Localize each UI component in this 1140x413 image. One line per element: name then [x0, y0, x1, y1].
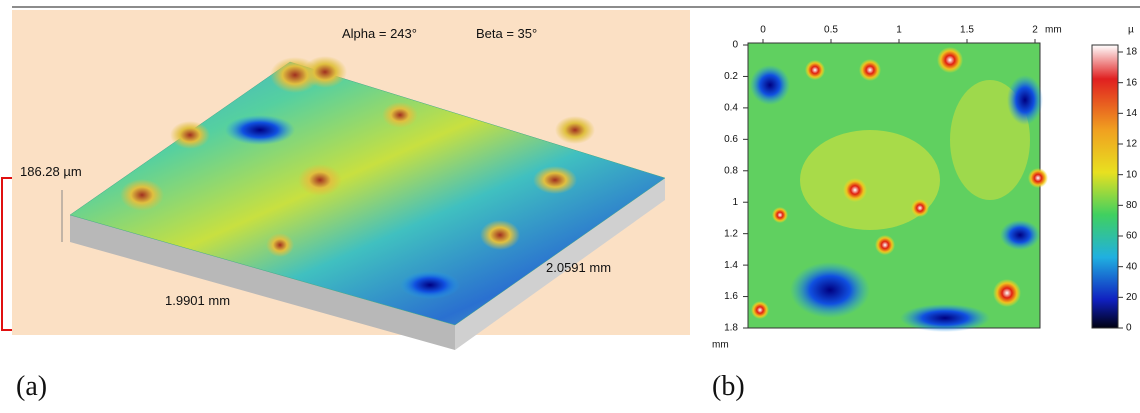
colorbar-tick-label: 18 [1126, 47, 1138, 58]
colorbar-tick-label: 16 [1126, 77, 1138, 88]
alpha-label: Alpha = 243° [342, 26, 417, 41]
y-tick-label: 1.8 [724, 323, 738, 334]
x-unit: mm [1045, 25, 1062, 36]
colorbar-tick-label: 0 [1126, 323, 1132, 334]
x-tick-label: 0.5 [824, 25, 838, 36]
y-tick-label: 0.4 [724, 103, 738, 114]
x-tick-label: 1.5 [960, 25, 974, 36]
figure: Alpha = 243° Beta = 35° 186.28 µm 1.9901… [0, 0, 1140, 413]
x-tick-label: 2 [1032, 25, 1038, 36]
colorbar-tick-label: 40 [1126, 261, 1138, 272]
y-tick-label: 0.2 [724, 71, 738, 82]
caption-b: (b) [712, 371, 745, 402]
y-unit: mm [712, 340, 729, 351]
caption-a: (a) [16, 371, 47, 402]
highlight-bracket [2, 178, 12, 330]
colorbar-tick-label: 12 [1126, 139, 1138, 150]
beta-label: Beta = 35° [476, 26, 537, 41]
x-tick-label: 1 [896, 25, 902, 36]
colorbar-tick-label: 60 [1126, 231, 1138, 242]
height-map [748, 43, 1048, 332]
y-tick-label: 0.6 [724, 134, 738, 145]
colorbar-tick-label: 10 [1126, 169, 1138, 180]
y-tick-label: 0 [732, 40, 738, 51]
y-tick-label: 1.2 [724, 228, 738, 239]
height-label: 186.28 µm [20, 164, 82, 179]
y-tick-label: 1 [732, 197, 738, 208]
y-tick-label: 0.8 [724, 165, 738, 176]
colorbar-tick-label: 14 [1126, 108, 1138, 119]
colorbar-tick-label: 20 [1126, 292, 1138, 303]
x-length-label: 1.9901 mm [165, 293, 230, 308]
x-tick-label: 0 [760, 25, 766, 36]
y-length-label: 2.0591 mm [546, 260, 611, 275]
y-tick-label: 1.6 [724, 291, 738, 302]
colorbar-unit: µ [1128, 25, 1134, 36]
colorbar-tick-label: 80 [1126, 200, 1138, 211]
y-tick-label: 1.4 [724, 260, 738, 271]
colorbar [1092, 45, 1118, 328]
